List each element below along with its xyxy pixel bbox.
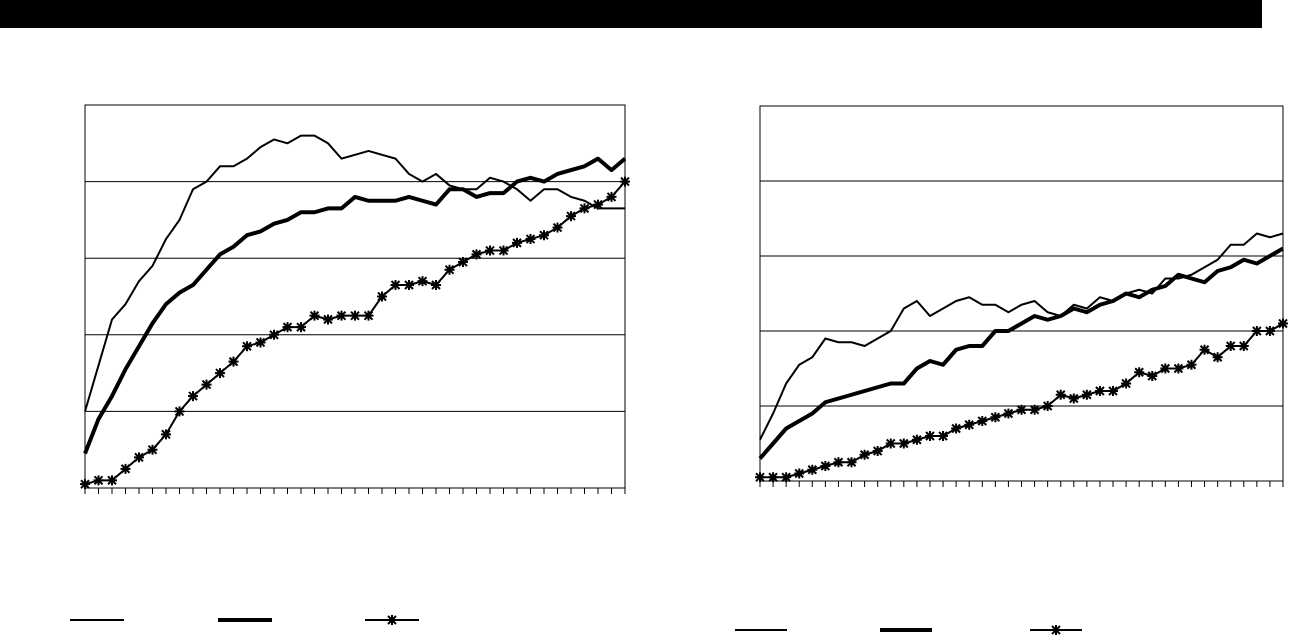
point-marker [120,463,131,474]
point-marker [471,249,482,260]
point-marker [885,438,896,449]
point-marker [1094,386,1105,396]
point-marker [1003,408,1014,419]
point-marker [309,310,320,321]
header-bar [0,0,1262,28]
point-marker [1173,363,1184,374]
point-marker [390,280,401,291]
point-marker [1134,367,1145,378]
point-marker [1251,326,1262,336]
point-marker [431,280,441,291]
point-marker [1108,386,1119,396]
point-marker [820,461,831,471]
point-marker [201,379,212,390]
point-marker [363,310,374,321]
point-marker [1029,404,1040,415]
point-marker [1068,393,1079,404]
point-marker [768,472,779,483]
point-marker [781,472,792,483]
point-marker [242,341,252,352]
point-marker [215,368,225,379]
point-marker [938,431,949,441]
series-line [758,246,1284,460]
series-line [83,156,627,455]
point-marker [898,438,909,449]
point-marker [147,444,158,455]
point-marker [1121,378,1132,389]
point-marker [269,329,279,340]
point-marker [593,199,603,210]
legend-marker [1051,625,1061,635]
point-marker [911,434,922,445]
point-marker [134,452,144,463]
point-marker [525,234,536,245]
point-marker [1238,341,1249,351]
point-marker [1147,371,1158,381]
point-marker [964,419,975,430]
point-marker [1081,389,1092,400]
point-marker [458,257,468,268]
point-marker [1186,359,1197,370]
point-marker [1278,318,1288,329]
point-marker [1042,401,1053,411]
point-marker [1160,363,1171,374]
point-marker [1225,341,1236,351]
point-marker [512,237,522,248]
point-marker [323,314,333,325]
point-marker [1199,344,1210,355]
point-marker [990,412,1001,423]
point-marker [539,230,549,241]
point-marker [951,423,962,434]
point-marker [859,449,870,460]
point-marker [833,457,844,468]
point-marker [807,464,818,475]
point-marker [377,291,387,302]
point-marker [794,468,805,479]
series-line [759,232,1284,441]
point-marker [107,475,117,486]
point-marker [161,429,171,440]
point-marker [80,479,90,490]
point-marker [552,222,563,233]
point-marker [296,322,306,333]
series-line [84,134,625,412]
point-marker [846,457,857,468]
point-marker [606,191,617,202]
point-marker [566,211,576,222]
point-marker [350,310,360,321]
point-marker [282,322,293,333]
legend-marker [387,615,397,625]
point-marker [755,472,765,483]
point-marker [1212,352,1223,363]
point-marker [1055,389,1066,400]
point-marker [498,245,509,256]
point-marker [579,203,590,214]
point-marker [336,310,347,321]
point-marker [924,431,935,441]
point-marker [620,176,630,187]
point-marker [174,406,185,417]
point-marker [404,280,414,291]
point-marker [1264,326,1275,336]
point-marker [228,356,239,367]
plot-area [759,105,1284,482]
point-marker [444,264,455,275]
point-marker [417,276,428,287]
point-marker [1016,404,1027,415]
point-marker [188,391,198,402]
point-marker [485,245,495,256]
point-marker [977,416,988,426]
point-marker [255,337,266,348]
point-marker [93,475,104,486]
point-marker [872,446,883,456]
